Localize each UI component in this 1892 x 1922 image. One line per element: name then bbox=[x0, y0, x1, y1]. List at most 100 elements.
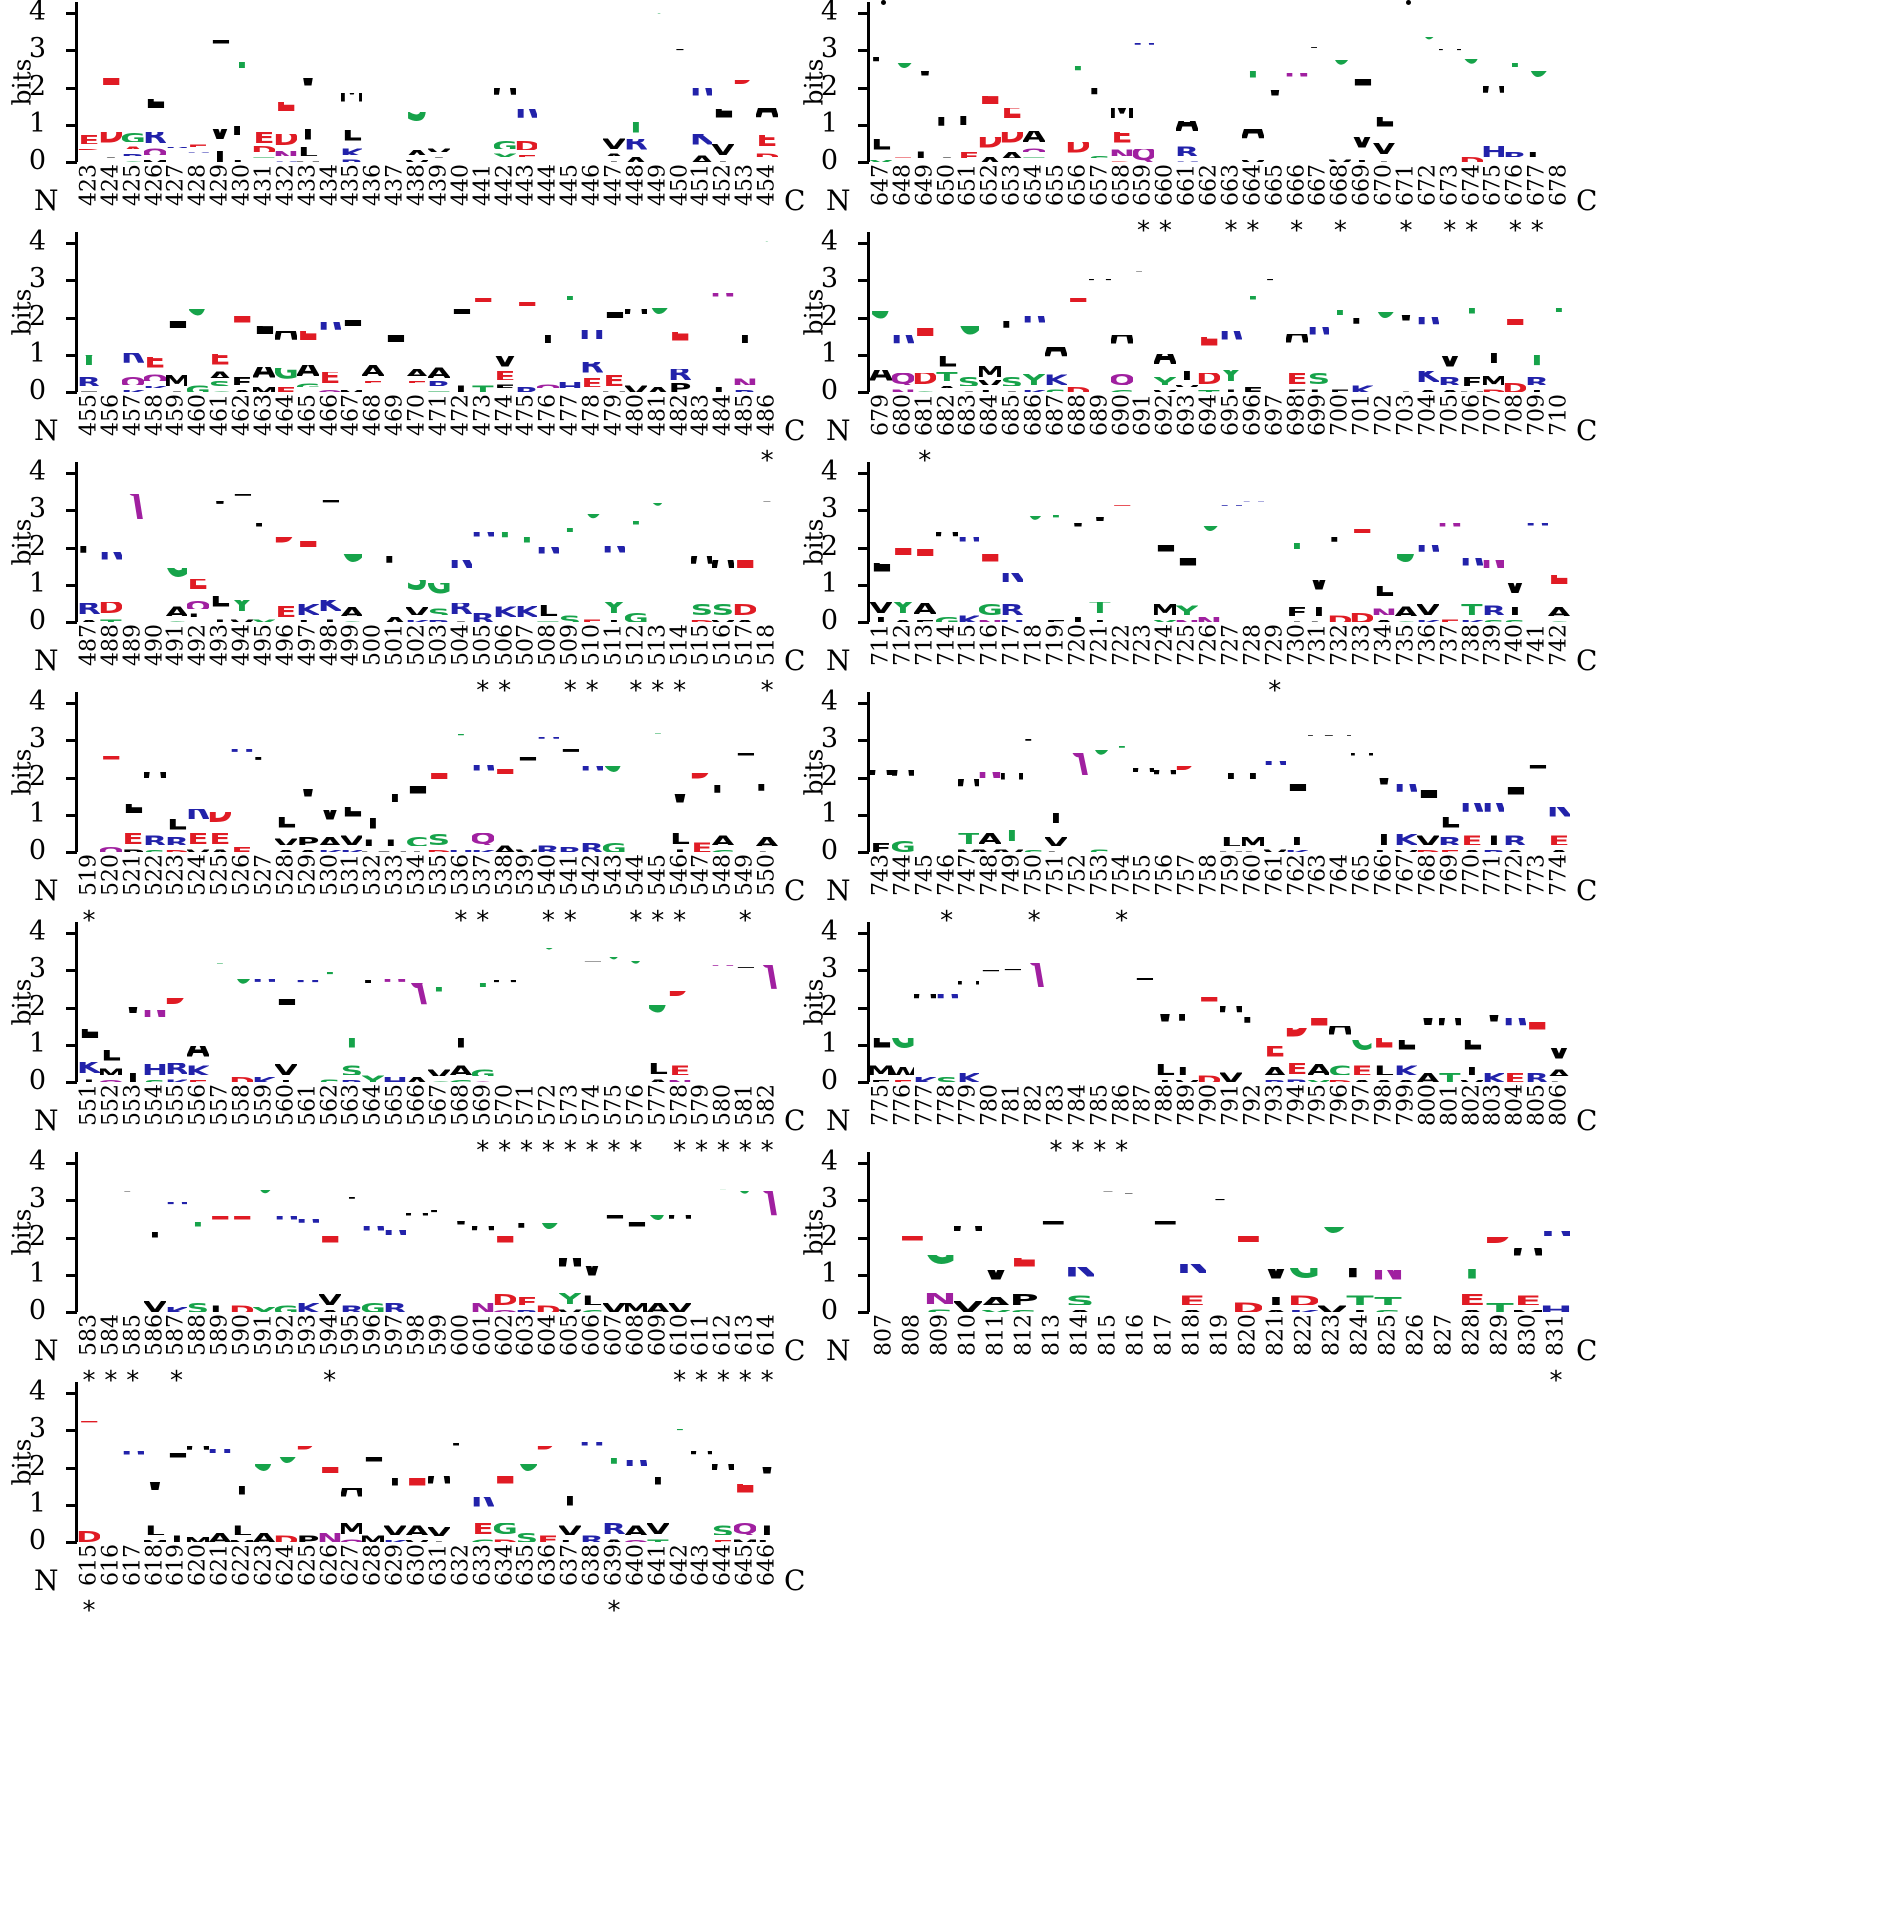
logo-column-596[interactable]: RG bbox=[362, 1152, 384, 1312]
logo-column-706[interactable]: YFM bbox=[1461, 232, 1483, 392]
logo-column-697[interactable]: F bbox=[1264, 232, 1286, 392]
logo-column-463[interactable]: LAM bbox=[253, 232, 275, 392]
logo-column-627[interactable]: AMQ bbox=[341, 1382, 363, 1542]
logo-column-568[interactable]: IAG bbox=[450, 922, 472, 1082]
logo-column-521[interactable]: LEP bbox=[122, 692, 144, 852]
logo-column-603[interactable]: PER bbox=[516, 1152, 538, 1312]
logo-column-641[interactable]: IVT bbox=[647, 1382, 669, 1542]
logo-column-611[interactable]: D bbox=[691, 1152, 713, 1312]
logo-column-607[interactable]: LV bbox=[603, 1152, 625, 1312]
logo-column-605[interactable]: WYV bbox=[559, 1152, 581, 1312]
logo-column-747[interactable]: ATM bbox=[958, 692, 980, 852]
logo-column-460[interactable]: SG bbox=[187, 232, 209, 392]
logo-column-727[interactable]: R bbox=[1220, 462, 1242, 622]
logo-column-688[interactable]: ED bbox=[1067, 232, 1089, 392]
logo-column-536[interactable]: YH bbox=[450, 692, 472, 852]
logo-column-604[interactable]: GD bbox=[537, 1152, 559, 1312]
logo-column-610[interactable]: AV bbox=[669, 1152, 691, 1312]
logo-column-435[interactable]: MLKR bbox=[341, 2, 363, 162]
logo-column-482[interactable]: ERP bbox=[669, 232, 691, 392]
logo-column-667[interactable]: F bbox=[1308, 2, 1330, 162]
logo-column-618[interactable]: VLM bbox=[144, 1382, 166, 1542]
logo-column-496[interactable]: DEK bbox=[275, 462, 297, 622]
logo-column-776[interactable]: GWE bbox=[892, 922, 914, 1082]
logo-column-586[interactable]: IV bbox=[144, 1152, 166, 1312]
logo-column-580[interactable]: N bbox=[712, 922, 734, 1082]
logo-column-567[interactable]: TVG bbox=[428, 922, 450, 1082]
logo-column-687[interactable]: AKS bbox=[1045, 232, 1067, 392]
logo-column-540[interactable]: KR bbox=[537, 692, 559, 852]
logo-column-737[interactable]: NE bbox=[1439, 462, 1461, 622]
logo-column-663[interactable]: K bbox=[1220, 2, 1242, 162]
logo-column-569[interactable]: TGQ bbox=[472, 922, 494, 1082]
logo-column-530[interactable]: VAK bbox=[319, 692, 341, 852]
logo-column-582[interactable]: Q bbox=[756, 922, 778, 1082]
logo-column-643[interactable]: A bbox=[691, 1382, 713, 1542]
logo-column-622[interactable]: ILM bbox=[231, 1382, 253, 1542]
logo-column-784[interactable]: H bbox=[1067, 922, 1089, 1082]
logo-column-632[interactable]: F bbox=[450, 1382, 472, 1542]
logo-column-626[interactable]: EN bbox=[319, 1382, 341, 1542]
logo-column-792[interactable]: P bbox=[1242, 922, 1264, 1082]
logo-column-602[interactable]: EDQ bbox=[494, 1152, 516, 1312]
logo-column-494[interactable]: LYV bbox=[231, 462, 253, 622]
logo-column-800[interactable]: VA bbox=[1417, 922, 1439, 1082]
logo-column-813[interactable]: L bbox=[1038, 1152, 1066, 1312]
logo-column-822[interactable]: GDK bbox=[1290, 1152, 1318, 1312]
logo-column-612[interactable]: Y bbox=[712, 1152, 734, 1312]
logo-column-824[interactable]: PTI bbox=[1346, 1152, 1374, 1312]
logo-column-811[interactable]: VAY bbox=[982, 1152, 1010, 1312]
logo-column-642[interactable]: T bbox=[669, 1382, 691, 1542]
logo-column-771[interactable]: RIR bbox=[1483, 692, 1505, 852]
logo-column-451[interactable]: RKA bbox=[691, 2, 713, 162]
logo-column-589[interactable]: EL bbox=[209, 1152, 231, 1312]
logo-column-564[interactable]: FY bbox=[362, 922, 384, 1082]
logo-column-507[interactable]: TKK bbox=[516, 462, 538, 622]
logo-column-615[interactable]: ED bbox=[78, 1382, 100, 1542]
logo-column-436[interactable]: P bbox=[362, 2, 384, 162]
logo-column-557[interactable]: T bbox=[209, 922, 231, 1082]
logo-column-541[interactable]: LR bbox=[559, 692, 581, 852]
logo-column-708[interactable]: ED bbox=[1504, 232, 1526, 392]
logo-column-468[interactable]: AEKS bbox=[362, 232, 384, 392]
logo-column-518[interactable]: V bbox=[756, 462, 778, 622]
logo-column-600[interactable]: V bbox=[450, 1152, 472, 1312]
logo-column-489[interactable]: Q bbox=[122, 462, 144, 622]
logo-column-488[interactable]: KDT bbox=[100, 462, 122, 622]
logo-column-495[interactable]: FY bbox=[253, 462, 275, 622]
logo-column-702[interactable]: G bbox=[1373, 232, 1395, 392]
logo-column-704[interactable]: RKA bbox=[1417, 232, 1439, 392]
logo-column-691[interactable]: F bbox=[1133, 232, 1155, 392]
logo-column-437[interactable]: L bbox=[384, 2, 406, 162]
logo-column-455[interactable]: YRF bbox=[78, 232, 100, 392]
logo-column-680[interactable]: RQN bbox=[892, 232, 914, 392]
logo-column-656[interactable]: TDS bbox=[1067, 2, 1089, 162]
logo-column-742[interactable]: EAS bbox=[1548, 462, 1570, 622]
logo-column-796[interactable]: ACD bbox=[1329, 922, 1351, 1082]
logo-column-594[interactable]: EVA bbox=[319, 1152, 341, 1312]
logo-column-756[interactable]: A bbox=[1154, 692, 1176, 852]
logo-column-679[interactable]: SAC bbox=[870, 232, 892, 392]
logo-column-652[interactable]: EDA bbox=[979, 2, 1001, 162]
logo-column-513[interactable]: S bbox=[647, 462, 669, 622]
logo-column-758[interactable]: D bbox=[1198, 692, 1220, 852]
logo-column-480[interactable]: AV bbox=[625, 232, 647, 392]
logo-column-741[interactable]: R bbox=[1526, 462, 1548, 622]
logo-column-644[interactable]: ASE bbox=[712, 1382, 734, 1542]
logo-column-748[interactable]: NAV bbox=[979, 692, 1001, 852]
logo-column-545[interactable]: Y bbox=[647, 692, 669, 852]
logo-column-516[interactable]: ASV bbox=[712, 462, 734, 622]
logo-column-754[interactable]: T bbox=[1111, 692, 1133, 852]
logo-column-619[interactable]: LI bbox=[166, 1382, 188, 1542]
logo-column-677[interactable]: GLR bbox=[1526, 2, 1548, 162]
logo-column-543[interactable]: SG bbox=[603, 692, 625, 852]
logo-column-830[interactable]: AEM bbox=[1514, 1152, 1542, 1312]
logo-column-498[interactable]: LKI bbox=[319, 462, 341, 622]
logo-column-666[interactable]: N bbox=[1286, 2, 1308, 162]
logo-column-465[interactable]: EAGQ bbox=[297, 232, 319, 392]
logo-column-613[interactable]: S bbox=[734, 1152, 756, 1312]
logo-column-565[interactable]: NH bbox=[384, 922, 406, 1082]
logo-column-458[interactable]: EQKS bbox=[144, 232, 166, 392]
logo-column-645[interactable]: EQM bbox=[734, 1382, 756, 1542]
logo-column-650[interactable]: PAS bbox=[936, 2, 958, 162]
